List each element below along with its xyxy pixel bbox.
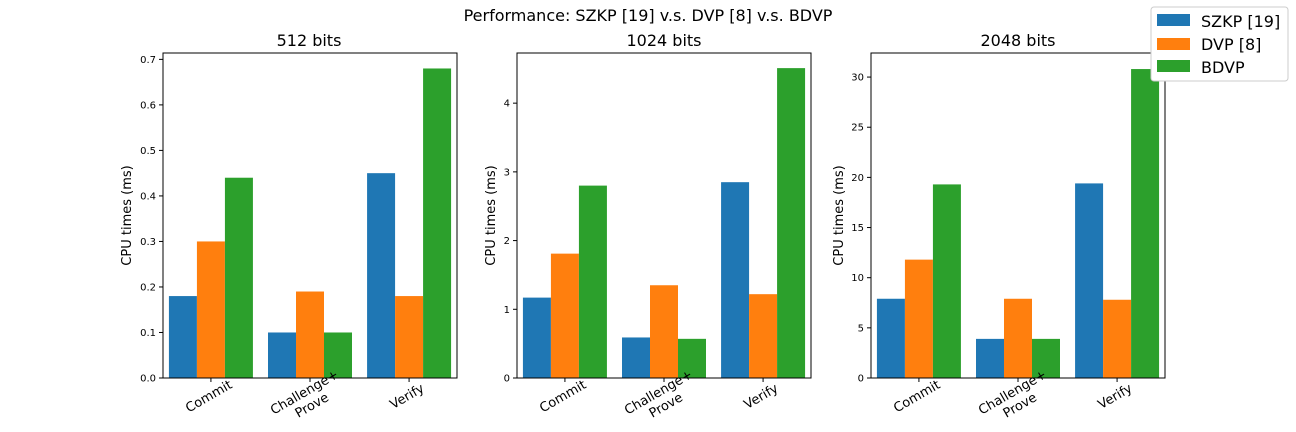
bar-bdvp-2 — [1131, 69, 1160, 379]
subplot-512-bits: 512 bits 0.0 0.1 0.2 0.3 0.4 0.5 0.6 0.7 Commit… — [120, 31, 458, 421]
y-axis-label: CPU times (ms) — [120, 165, 135, 265]
y-tick-label: 0.3 — [140, 237, 156, 248]
bar-szkp-19-0 — [522, 297, 551, 378]
y-tick-label: 0 — [504, 374, 510, 385]
axes-frame — [162, 52, 458, 379]
bar-dvp-8-1 — [1004, 298, 1032, 378]
legend-swatch-bdvp — [1157, 60, 1190, 72]
legend-label-dvp: DVP [8] — [1201, 35, 1261, 54]
y-tick-label: 0.5 — [140, 146, 156, 157]
bar-szkp-19-2 — [1075, 183, 1104, 378]
axes-frame — [516, 52, 812, 379]
subplot-title: 2048 bits — [980, 31, 1055, 50]
y-tick-label: 30 — [851, 73, 864, 84]
subplot-title: 512 bits — [277, 31, 342, 50]
y-tick-label: 2 — [504, 236, 510, 247]
y-axis-ticks: 0 1 2 3 4 — [504, 99, 517, 385]
y-axis-label: CPU times (ms) — [832, 165, 847, 265]
bar-dvp-8-2 — [749, 294, 778, 378]
bar-bdvp-1 — [678, 338, 706, 378]
legend: SZKP [19] DVP [8] BDVP — [1150, 6, 1289, 82]
y-axis-ticks: 0 5 10 15 20 25 30 — [851, 73, 871, 385]
bar-szkp-19-1 — [622, 337, 650, 378]
bar-szkp-19-0 — [168, 296, 197, 378]
x-tick-label: Commit — [183, 378, 235, 417]
bar-bdvp-2 — [777, 68, 806, 379]
y-axis-ticks: 0.0 0.1 0.2 0.3 0.4 0.5 0.6 0.7 — [140, 55, 163, 385]
y-tick-label: 0.7 — [140, 55, 156, 66]
bar-bdvp-0 — [578, 185, 607, 378]
bar-dvp-8-2 — [1103, 299, 1132, 378]
bar-group — [522, 68, 806, 379]
axes-frame — [870, 52, 1166, 379]
subplot-title: 1024 bits — [626, 31, 701, 50]
x-tick-label: Commit — [537, 378, 589, 417]
y-tick-label: 15 — [851, 223, 864, 234]
bar-bdvp-0 — [224, 177, 253, 378]
y-tick-label: 5 — [858, 323, 864, 334]
y-tick-label: 20 — [851, 173, 864, 184]
y-tick-label: 3 — [504, 167, 510, 178]
legend-label-szkp: SZKP [19] — [1201, 12, 1280, 31]
y-axis-label: CPU times (ms) — [484, 165, 499, 265]
legend-label-bdvp: BDVP — [1201, 58, 1245, 77]
bar-dvp-8-1 — [650, 285, 678, 378]
bar-szkp-19-2 — [721, 182, 750, 378]
y-tick-label: 0 — [858, 374, 864, 385]
x-tick-label: Verify — [388, 381, 428, 413]
y-tick-label: 10 — [851, 273, 864, 284]
figure-title: Performance: SZKP [19] v.s. DVP [8] v.s.… — [464, 6, 833, 25]
bar-bdvp-1 — [1032, 338, 1060, 378]
bar-dvp-8-0 — [196, 241, 225, 378]
bar-szkp-19-0 — [876, 298, 905, 378]
x-tick-label: Commit — [891, 378, 943, 417]
bar-dvp-8-1 — [296, 291, 324, 378]
bar-group — [876, 69, 1160, 379]
bar-dvp-8-2 — [395, 296, 424, 378]
bar-szkp-19-1 — [976, 338, 1004, 378]
y-tick-label: 0.0 — [140, 374, 156, 385]
bar-szkp-19-1 — [268, 332, 296, 378]
y-tick-label: 0.6 — [140, 100, 156, 111]
bar-bdvp-0 — [932, 184, 961, 378]
y-tick-label: 1 — [504, 305, 510, 316]
y-tick-label: 25 — [851, 123, 864, 134]
y-tick-label: 4 — [504, 99, 510, 110]
bar-szkp-19-2 — [367, 173, 396, 378]
legend-swatch-szkp — [1157, 14, 1190, 26]
x-tick-label: Verify — [1096, 381, 1136, 413]
bar-bdvp-2 — [423, 68, 452, 378]
bar-dvp-8-0 — [550, 253, 579, 378]
x-tick-label: Verify — [742, 381, 782, 413]
legend-swatch-dvp — [1157, 38, 1190, 50]
y-tick-label: 0.4 — [140, 191, 156, 202]
bar-dvp-8-0 — [904, 259, 933, 378]
y-tick-label: 0.1 — [140, 328, 156, 339]
bar-bdvp-1 — [324, 332, 352, 378]
y-tick-label: 0.2 — [140, 282, 156, 293]
bar-group — [168, 68, 452, 378]
